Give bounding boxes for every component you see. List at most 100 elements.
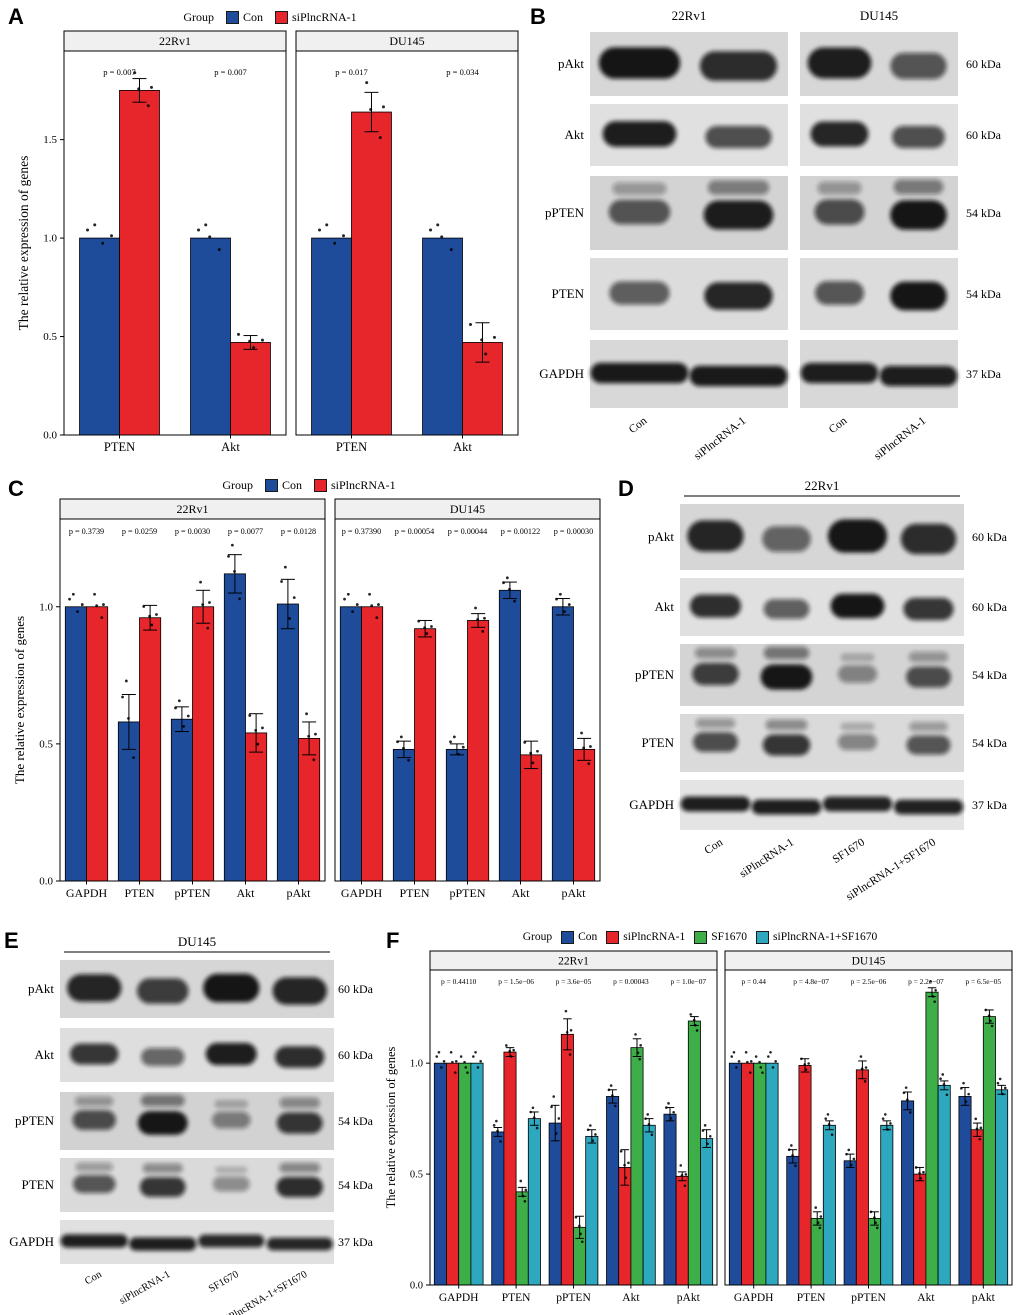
jitter-dot bbox=[767, 1055, 770, 1058]
jitter-dot bbox=[830, 1133, 834, 1137]
jitter-dot bbox=[93, 592, 96, 596]
protein-band bbox=[598, 47, 681, 79]
jitter-dot bbox=[318, 228, 322, 232]
blot-target-label: pAkt bbox=[28, 981, 54, 996]
p-value: p = 6.5e−05 bbox=[965, 977, 1001, 986]
jitter-dot bbox=[217, 248, 221, 252]
legend-item-SF1670: SF1670 bbox=[694, 930, 747, 944]
jitter-dot bbox=[260, 338, 264, 342]
protein-band-secondary bbox=[817, 181, 862, 195]
protein-band-secondary bbox=[612, 182, 667, 195]
legend-item-Con: Con bbox=[225, 10, 263, 25]
jitter-dot bbox=[939, 1077, 942, 1081]
jitter-dot bbox=[998, 1077, 1002, 1081]
jitter-dot bbox=[351, 610, 354, 614]
jitter-dot bbox=[208, 235, 212, 239]
blot-kda-label: 60 kDa bbox=[338, 982, 374, 996]
y-tick-label: 1.0 bbox=[39, 601, 53, 613]
jitter-dot bbox=[155, 613, 158, 616]
protein-band-secondary bbox=[215, 1166, 248, 1174]
protein-band bbox=[680, 796, 751, 812]
jitter-dot bbox=[377, 603, 380, 606]
jitter-dot bbox=[869, 1210, 873, 1214]
bar-Con bbox=[843, 1160, 857, 1286]
jitter-dot bbox=[132, 756, 135, 759]
blot-kda-label: 37 kDa bbox=[966, 367, 1002, 381]
bar-siPlncRNA-1 bbox=[913, 1173, 927, 1286]
jitter-dot bbox=[505, 1044, 508, 1047]
jitter-dot bbox=[569, 1028, 573, 1032]
jitter-dot bbox=[233, 569, 236, 573]
jitter-dot bbox=[423, 626, 427, 630]
bar-SF1670 bbox=[810, 1218, 824, 1286]
jitter-dot bbox=[1003, 1086, 1007, 1090]
jitter-dot bbox=[442, 1059, 446, 1063]
bar-siPlncRNA-1+SF1670 bbox=[470, 1062, 484, 1286]
panel-A-barchart: Group Con siPlncRNA-1 0.0 0.5 1.0 1.5 The rela… bbox=[14, 6, 526, 464]
jitter-dot bbox=[492, 335, 496, 339]
jitter-dot bbox=[474, 1051, 477, 1054]
panel-A-legend: Group Con siPlncRNA-1 bbox=[14, 6, 526, 28]
jitter-dot bbox=[407, 758, 410, 762]
jitter-dot bbox=[133, 71, 137, 75]
jitter-dot bbox=[692, 1018, 696, 1022]
protein-band-secondary bbox=[279, 1097, 320, 1109]
bar-Con bbox=[392, 748, 415, 882]
p-value: p = 1.0e−07 bbox=[670, 977, 706, 986]
bar-siPlncRNA-1+SF1670 bbox=[585, 1135, 599, 1286]
protein-band bbox=[822, 796, 893, 812]
x-tick-label: pAkt bbox=[677, 1292, 701, 1304]
facet-22Rv1: p = 0.007 p = 0.007 PTEN Akt 22Rv1 bbox=[63, 30, 287, 454]
panel-E-westernblot: DU145 pAkt 60 kDa Akt 60 kDa pPTEN 54 kDa PTEN 5… bbox=[2, 930, 376, 1315]
jitter-dot bbox=[204, 223, 208, 227]
bar-Con bbox=[339, 606, 362, 882]
protein-band bbox=[266, 1237, 333, 1251]
legend-title: Group bbox=[222, 477, 253, 492]
jitter-dot bbox=[199, 580, 202, 584]
protein-band-secondary bbox=[765, 719, 808, 731]
p-value: p = 2.5e−06 bbox=[851, 977, 887, 986]
jitter-dot bbox=[684, 1173, 688, 1176]
jitter-dot bbox=[174, 706, 177, 710]
bar-siPlncRNA-1+SF1670 bbox=[880, 1124, 894, 1286]
legend-label: siPlncRNA-1 bbox=[623, 931, 686, 943]
protein-band bbox=[762, 526, 811, 552]
protein-band bbox=[760, 664, 813, 690]
jitter-dot bbox=[863, 1080, 867, 1083]
x-tick-label: PTEN bbox=[797, 1292, 826, 1304]
protein-band bbox=[692, 662, 739, 686]
jitter-dot bbox=[974, 1117, 978, 1121]
jitter-dot bbox=[80, 603, 84, 606]
jitter-dot bbox=[613, 1104, 617, 1108]
bar-siPlncRNA-1 bbox=[139, 617, 162, 882]
jitter-dot bbox=[206, 626, 210, 630]
facet-DU145: p = 0.44 p = 4.8e−07 p = 2.5e−06 p = 2.2e−0… bbox=[724, 950, 1013, 1304]
jitter-dot bbox=[634, 1033, 637, 1036]
legend-item-siPlncRNA-1+SF1670: siPlncRNA-1+SF1670 bbox=[756, 930, 877, 944]
jitter-dot bbox=[381, 105, 385, 109]
protein-band bbox=[699, 51, 778, 81]
bar-SF1670 bbox=[687, 1020, 701, 1286]
blot-kda-label: 54 kDa bbox=[972, 736, 1008, 750]
jitter-dot bbox=[399, 735, 403, 739]
jitter-dot bbox=[964, 1100, 968, 1103]
jitter-dot bbox=[906, 1098, 909, 1102]
jitter-dot bbox=[875, 1226, 879, 1230]
lane-label: Con bbox=[827, 415, 850, 436]
jitter-dot bbox=[558, 592, 562, 596]
legend-title: Group bbox=[522, 931, 553, 943]
jitter-dot bbox=[646, 1113, 650, 1116]
jitter-dot bbox=[425, 632, 429, 635]
jitter-dot bbox=[483, 616, 486, 620]
jitter-dot bbox=[121, 695, 124, 699]
bar-SF1670 bbox=[515, 1191, 529, 1286]
protein-band bbox=[827, 519, 888, 553]
protein-band bbox=[602, 121, 677, 147]
facet-strip bbox=[334, 498, 601, 520]
jitter-dot bbox=[531, 761, 535, 765]
protein-band-secondary bbox=[214, 1099, 249, 1109]
protein-band bbox=[72, 1175, 116, 1193]
jitter-dot bbox=[68, 597, 71, 601]
jitter-dot bbox=[93, 223, 97, 227]
protein-band bbox=[67, 974, 122, 1002]
